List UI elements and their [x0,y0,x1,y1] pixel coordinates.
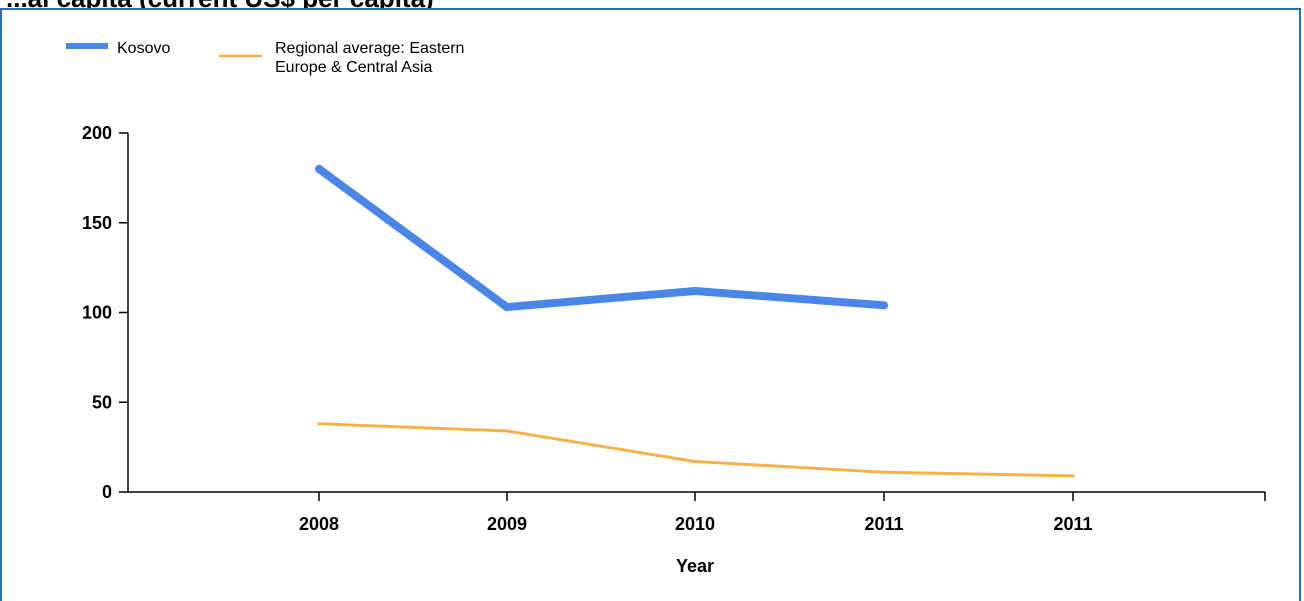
plot-series [315,164,1075,478]
y-tick-label: 50 [92,392,112,412]
y-tick-label: 200 [82,123,112,143]
x-tick-label: 2011 [1053,514,1092,534]
y-axis: 0 50 100 150 200 [82,123,129,502]
y-tick-label: 150 [82,213,112,233]
data-point [503,303,511,312]
data-point [315,164,323,173]
data-point [505,429,509,433]
series-line-regional-average [317,422,1075,478]
x-tick-label: 2010 [675,514,715,534]
legend-label-regional-line2: Europe & Central Asia [275,59,433,76]
legend-label-regional-line1: Regional average: Eastern [275,40,464,57]
data-point [882,470,886,474]
chart-frame [0,8,1301,601]
x-tick-label: 2008 [299,514,339,534]
data-point [317,422,321,426]
y-tick-label: 0 [102,482,112,502]
x-axis: 2008 2009 2010 2011 2011 [128,491,1266,534]
data-point [693,459,697,463]
data-point [1071,474,1075,478]
legend: Kosovo Regional average: Eastern Europe … [66,40,469,76]
x-tick-label: 2011 [864,514,903,534]
page-title: ...al capita (current US$ per capita) [0,0,1304,8]
legend-label-kosovo: Kosovo [117,40,170,57]
series-line-kosovo [315,164,888,312]
x-tick-label: 2009 [487,514,527,534]
data-point [880,301,888,310]
x-axis-title: Year [676,556,714,576]
data-point [691,286,699,295]
y-tick-label: 100 [82,303,112,323]
legend-label-regional-average: Regional average: Eastern Europe & Centr… [275,40,469,76]
